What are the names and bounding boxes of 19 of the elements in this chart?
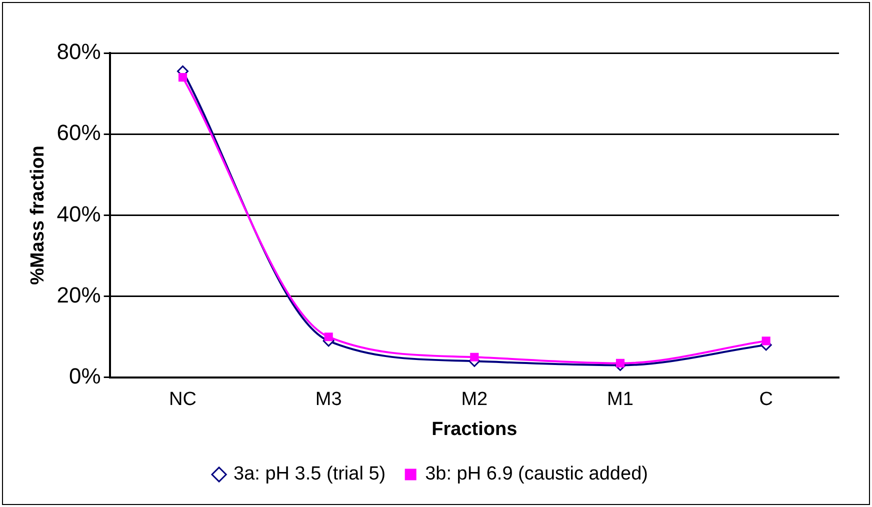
x-tick-label: M1 <box>607 389 634 410</box>
point <box>324 332 333 342</box>
y-tick-label: 0% <box>69 363 101 388</box>
point <box>616 358 625 368</box>
x-tick-label: NC <box>169 389 196 410</box>
y-tick-label: 60% <box>56 120 101 146</box>
y-tick-label: 40% <box>56 201 101 226</box>
point <box>470 352 479 362</box>
point <box>178 73 188 82</box>
point <box>762 336 770 346</box>
y-tick-label: 80% <box>56 39 101 64</box>
y-axis-title: %Mass fraction <box>28 146 49 285</box>
x-tick-label: C <box>759 389 773 410</box>
legend-label: 3b: pH 6.9 (caustic added) <box>425 464 648 485</box>
x-tick-label: M3 <box>315 389 342 410</box>
x-tick-label: M2 <box>461 389 488 410</box>
x-axis-title: Fractions <box>432 418 518 440</box>
legend-label: 3a: pH 3.5 (trial 5) <box>234 464 386 485</box>
y-tick-label: 20% <box>56 282 101 308</box>
